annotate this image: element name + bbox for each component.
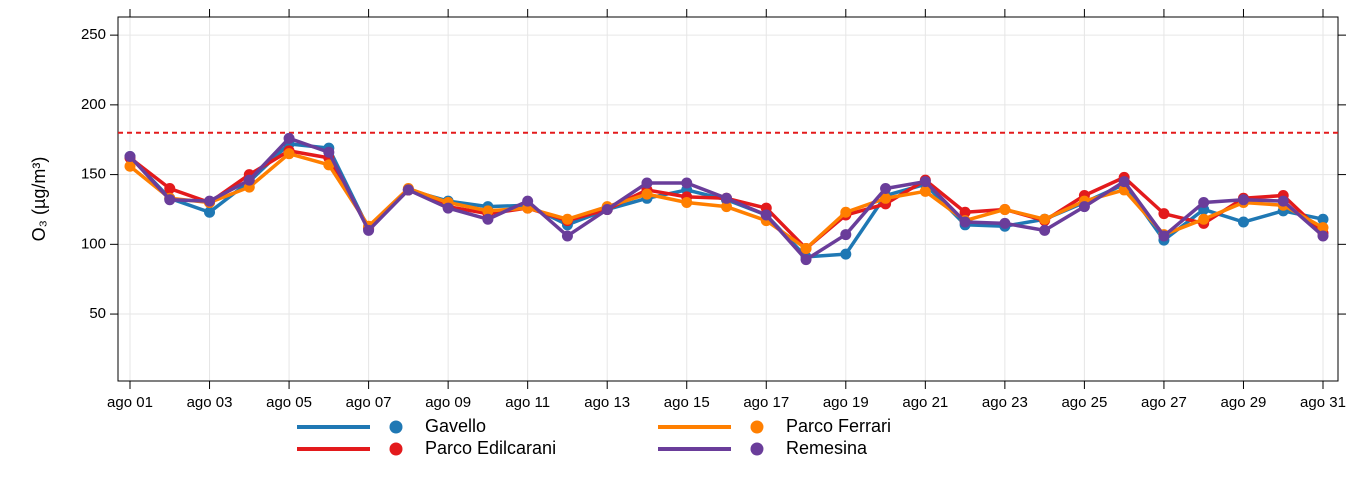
point bbox=[1237, 216, 1249, 228]
point bbox=[840, 229, 852, 241]
legend-label: Remesina bbox=[786, 438, 868, 458]
legend-label: Parco Ferrari bbox=[786, 416, 891, 436]
x-tick-label: ago 09 bbox=[425, 394, 471, 411]
point bbox=[919, 176, 931, 188]
point bbox=[204, 206, 216, 218]
legend-dot bbox=[389, 420, 403, 434]
point bbox=[959, 206, 971, 218]
y-tick-label: 250 bbox=[81, 26, 106, 43]
x-tick-label: ago 11 bbox=[505, 394, 550, 411]
point bbox=[522, 195, 534, 207]
point bbox=[840, 206, 852, 218]
y-axis-label: O₃ (µg/m³) bbox=[29, 157, 49, 242]
point bbox=[840, 248, 852, 260]
x-tick-label: ago 25 bbox=[1061, 394, 1107, 411]
point bbox=[641, 188, 653, 200]
point bbox=[760, 209, 772, 221]
point bbox=[919, 185, 931, 197]
x-tick-label: ago 05 bbox=[266, 394, 312, 411]
y-tick-label: 50 bbox=[89, 305, 106, 322]
y-tick-label: 150 bbox=[81, 166, 106, 183]
point bbox=[999, 203, 1011, 215]
point bbox=[1039, 213, 1051, 225]
point bbox=[800, 254, 812, 266]
point bbox=[243, 174, 255, 186]
point bbox=[283, 132, 295, 144]
point bbox=[561, 230, 573, 242]
point bbox=[204, 195, 216, 207]
x-tick-label: ago 13 bbox=[584, 394, 630, 411]
point bbox=[1039, 224, 1051, 236]
point bbox=[1118, 176, 1130, 188]
point bbox=[124, 160, 136, 172]
x-tick-label: ago 23 bbox=[982, 394, 1028, 411]
point bbox=[999, 217, 1011, 229]
point bbox=[601, 203, 613, 215]
x-tick-label: ago 07 bbox=[346, 394, 392, 411]
x-tick-label: ago 19 bbox=[823, 394, 869, 411]
point bbox=[323, 146, 335, 158]
y-tick-label: 100 bbox=[81, 235, 106, 252]
x-tick-label: ago 15 bbox=[664, 394, 710, 411]
point bbox=[1317, 230, 1329, 242]
x-tick-label: ago 21 bbox=[902, 394, 948, 411]
point bbox=[1198, 213, 1210, 225]
point bbox=[880, 192, 892, 204]
point bbox=[164, 194, 176, 206]
point bbox=[681, 196, 693, 208]
point bbox=[482, 205, 494, 217]
point bbox=[1198, 196, 1210, 208]
point bbox=[1277, 195, 1289, 207]
point bbox=[641, 177, 653, 189]
plot-frame bbox=[117, 16, 1339, 382]
x-tick-label: ago 17 bbox=[743, 394, 789, 411]
point bbox=[402, 184, 414, 196]
point bbox=[164, 183, 176, 195]
point bbox=[561, 213, 573, 225]
legend-dot bbox=[389, 442, 403, 456]
point bbox=[1078, 201, 1090, 213]
point bbox=[681, 177, 693, 189]
point bbox=[1158, 230, 1170, 242]
point bbox=[721, 201, 732, 213]
point bbox=[1158, 208, 1170, 220]
x-tick-label: ago 03 bbox=[187, 394, 233, 411]
x-tick-label: ago 29 bbox=[1221, 394, 1267, 411]
point bbox=[323, 159, 335, 171]
point bbox=[721, 192, 732, 204]
point bbox=[442, 202, 454, 214]
point bbox=[880, 183, 892, 195]
point bbox=[800, 243, 812, 255]
legend-dot bbox=[750, 420, 764, 434]
point bbox=[1317, 213, 1329, 225]
x-tick-label: ago 27 bbox=[1141, 394, 1187, 411]
point bbox=[1317, 222, 1329, 234]
y-tick-label: 200 bbox=[81, 96, 106, 113]
point bbox=[482, 213, 494, 225]
point bbox=[363, 224, 375, 236]
legend-dot bbox=[750, 442, 764, 456]
x-tick-label: ago 01 bbox=[107, 394, 153, 411]
point bbox=[283, 148, 295, 160]
point bbox=[124, 150, 136, 162]
x-tick-label: ago 31 bbox=[1300, 394, 1346, 411]
point bbox=[959, 216, 971, 228]
legend-label: Parco Edilcarani bbox=[425, 438, 556, 458]
point bbox=[1237, 194, 1249, 206]
legend-label: Gavello bbox=[425, 416, 486, 436]
